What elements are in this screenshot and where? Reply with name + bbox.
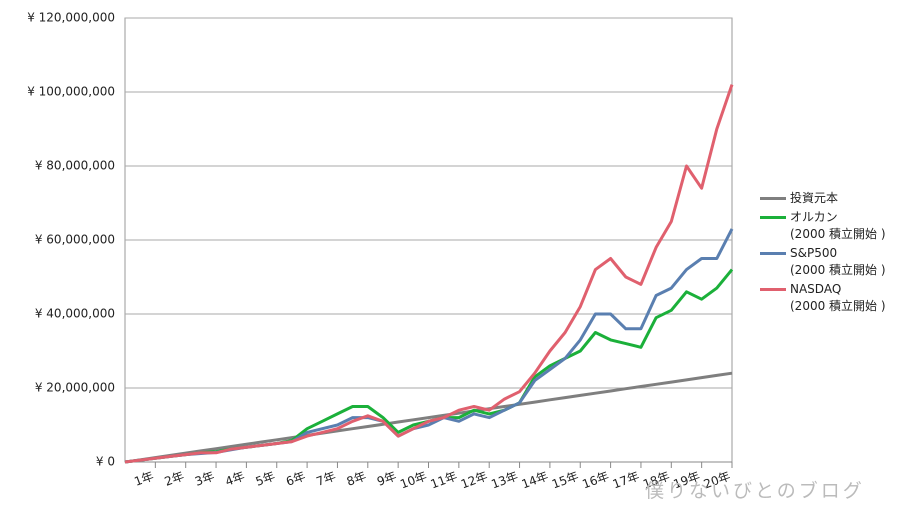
legend-item: S&P500 (2000 積立開始 )	[760, 245, 886, 279]
legend-label: NASDAQ (2000 積立開始 )	[790, 282, 886, 313]
x-tick-label: 15年	[550, 469, 580, 491]
legend-label: オルカン (2000 積立開始 )	[790, 210, 886, 241]
legend-swatch	[760, 252, 786, 255]
series-line	[124, 84, 734, 464]
x-tick-label: 4年	[223, 469, 246, 489]
legend-item: オルカン (2000 積立開始 )	[760, 209, 886, 243]
x-tick-label: 5年	[254, 469, 277, 489]
y-tick-label: ¥ 100,000,000	[27, 85, 115, 99]
x-tick-label: 14年	[520, 469, 550, 491]
x-tick-label: 7年	[314, 469, 337, 489]
x-tick-label: 10年	[398, 469, 428, 491]
series-line	[124, 371, 733, 464]
x-tick-label: 2年	[163, 469, 186, 489]
x-tick-label: 8年	[345, 469, 368, 489]
x-tick-label: 9年	[375, 469, 398, 489]
x-tick-label: 16年	[580, 469, 610, 491]
legend-swatch	[760, 288, 786, 291]
x-tick-label: 17年	[611, 469, 641, 491]
x-tick-label: 6年	[284, 469, 307, 489]
y-tick-label: ¥ 60,000,000	[35, 233, 115, 247]
legend: 投資元本オルカン (2000 積立開始 ) S&P500 (2000 積立開始 )…	[760, 190, 886, 317]
x-tick-label: 12年	[459, 469, 489, 491]
x-tick-label: 11年	[429, 469, 459, 491]
x-tick-label: 3年	[193, 469, 216, 489]
series-line	[124, 268, 734, 464]
y-tick-label: ¥ 80,000,000	[35, 159, 115, 173]
legend-item: NASDAQ (2000 積立開始 )	[760, 281, 886, 315]
legend-label: S&P500 (2000 積立開始 )	[790, 246, 886, 277]
y-tick-label: ¥ 40,000,000	[35, 307, 115, 321]
x-tick-label: 13年	[489, 469, 519, 491]
legend-swatch	[760, 216, 786, 219]
x-tick-label: 1年	[132, 469, 155, 489]
y-tick-label: ¥ 120,000,000	[27, 11, 115, 25]
legend-label: 投資元本	[790, 191, 839, 205]
legend-swatch	[760, 197, 786, 200]
watermark: 僕りないびとのブログ	[645, 480, 865, 502]
y-tick-label: ¥ 20,000,000	[35, 381, 115, 395]
legend-item: 投資元本	[760, 190, 886, 207]
y-tick-label: ¥ 0	[96, 455, 115, 469]
